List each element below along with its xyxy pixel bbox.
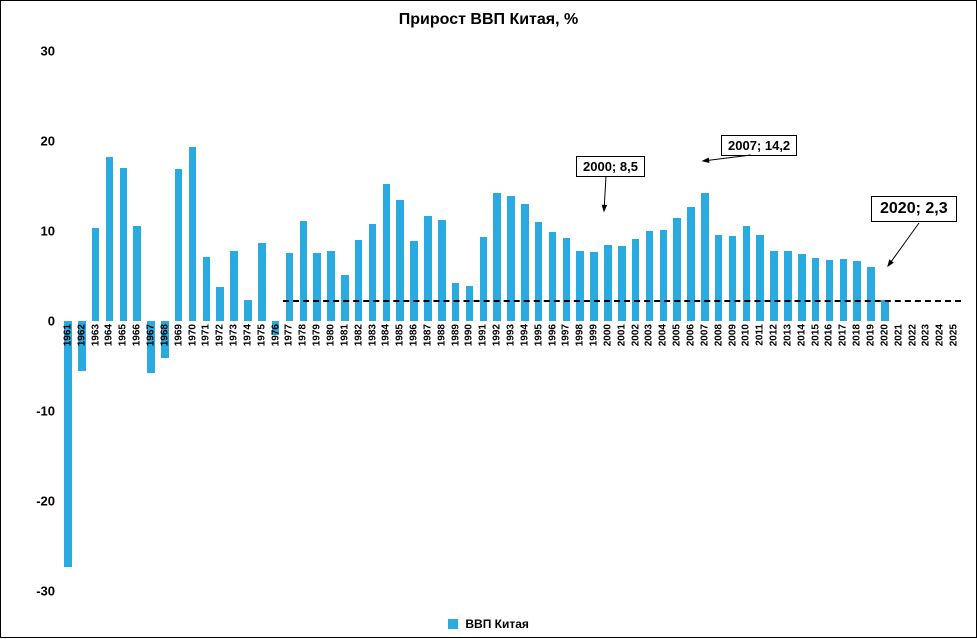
chart-container: Прирост ВВП Китая, % -30-20-100102030 19… — [0, 0, 977, 638]
callout-leader — [1, 1, 977, 639]
